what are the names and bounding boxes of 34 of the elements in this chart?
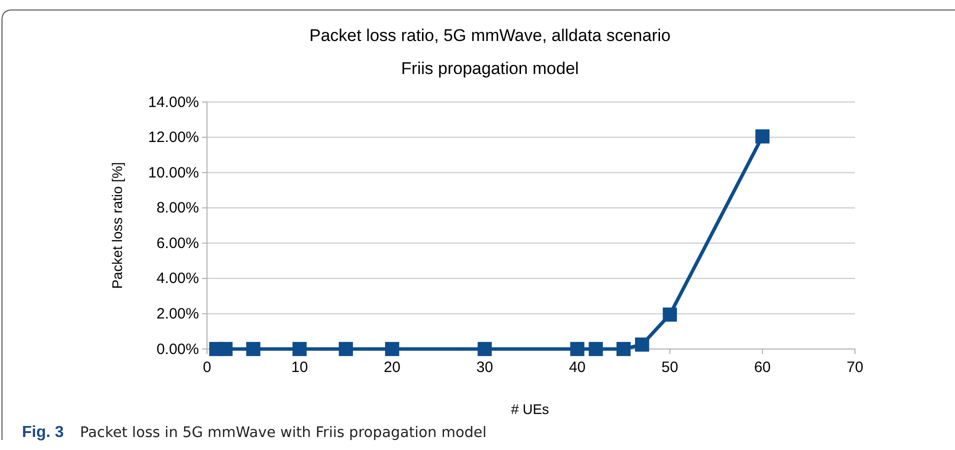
x-tick-label: 60: [754, 359, 771, 376]
point: [478, 342, 492, 356]
text: Packet loss in 5G mmWave with Friis propagation model: [80, 425, 486, 441]
x-tick-label: 70: [846, 359, 864, 376]
point: [635, 338, 650, 352]
point: [246, 342, 260, 356]
y-tick-label: 8.00%: [156, 200, 199, 217]
x-tick-label: 0: [202, 359, 212, 376]
y-tick-label: 0.00%: [156, 340, 199, 358]
point: [662, 308, 677, 322]
y-axis-title: Packet loss ratio [%]: [109, 162, 125, 289]
x-tick-label: 50: [662, 359, 678, 376]
point: [616, 342, 631, 356]
y-tick-label: 2.00%: [156, 306, 199, 323]
x-axis-title: # UEs: [510, 401, 550, 417]
chart-subtitle: Friis propagation model: [401, 59, 579, 78]
x-tick-label: 20: [384, 359, 400, 376]
point: [338, 342, 353, 356]
caption: Fig. 3: [22, 424, 64, 441]
point: [292, 342, 307, 356]
point: [218, 342, 233, 356]
chart-title: Packet loss ratio, 5G mmWave, alldata scenario: [309, 26, 671, 45]
y-tick-label: 4.00%: [156, 270, 199, 288]
point: [755, 129, 770, 144]
x-tick-label: 10: [291, 359, 308, 376]
y-tick-label: 10.00%: [148, 164, 199, 182]
y-tick-label: 12.00%: [148, 129, 199, 146]
x-tick-label: 40: [568, 359, 586, 376]
y-tick-label: 14.00%: [148, 94, 199, 111]
x-tick-label: 30: [476, 359, 494, 376]
point: [385, 342, 400, 356]
point: [588, 342, 603, 356]
y-tick-label: 6.00%: [156, 234, 199, 252]
point: [570, 342, 584, 356]
